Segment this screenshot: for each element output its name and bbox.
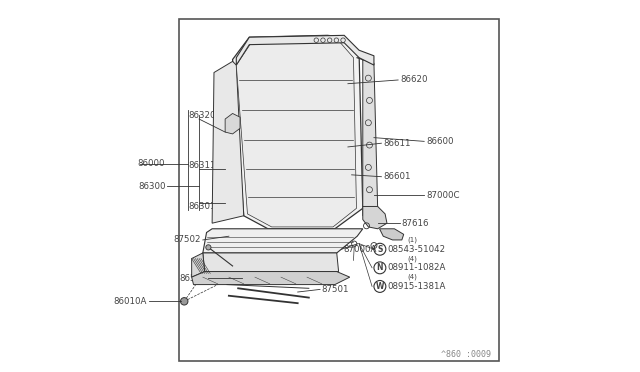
Text: 86532: 86532 [179,274,207,283]
Text: 87501: 87501 [322,285,349,294]
Polygon shape [236,41,356,227]
Circle shape [206,245,211,250]
Polygon shape [203,253,339,272]
Text: 86600: 86600 [426,137,454,146]
Circle shape [180,298,188,305]
Text: 87616: 87616 [402,219,429,228]
Text: 86000: 86000 [137,159,164,168]
Polygon shape [356,58,378,216]
Text: 86311: 86311 [188,161,216,170]
Text: 08915-1381A: 08915-1381A [388,282,446,291]
Text: (4): (4) [407,255,417,262]
Text: 86010A: 86010A [114,297,147,306]
Text: 87000C: 87000C [426,191,460,200]
Text: 08543-51042: 08543-51042 [388,245,446,254]
Text: 87502: 87502 [173,235,201,244]
Polygon shape [191,272,349,285]
Text: 86601: 86601 [383,172,411,181]
Polygon shape [225,113,240,134]
Text: 86301: 86301 [188,202,216,211]
Polygon shape [236,35,374,65]
Text: (1): (1) [407,237,417,243]
Polygon shape [232,35,363,229]
Text: 86611: 86611 [383,139,411,148]
Polygon shape [191,253,205,277]
Text: ^860 :0009: ^860 :0009 [441,350,491,359]
Text: 86300: 86300 [138,182,166,190]
Text: (4): (4) [407,274,417,280]
Polygon shape [380,229,404,240]
Text: 86320: 86320 [188,111,216,120]
Text: N: N [377,263,383,272]
Text: W: W [376,282,384,291]
Bar [179,19,499,361]
Text: S: S [377,245,383,254]
Polygon shape [363,206,387,229]
Text: 86620: 86620 [400,76,428,84]
Text: 08911-1082A: 08911-1082A [388,263,446,272]
Text: 87000A: 87000A [344,245,377,254]
Polygon shape [203,229,363,253]
Polygon shape [212,61,244,223]
